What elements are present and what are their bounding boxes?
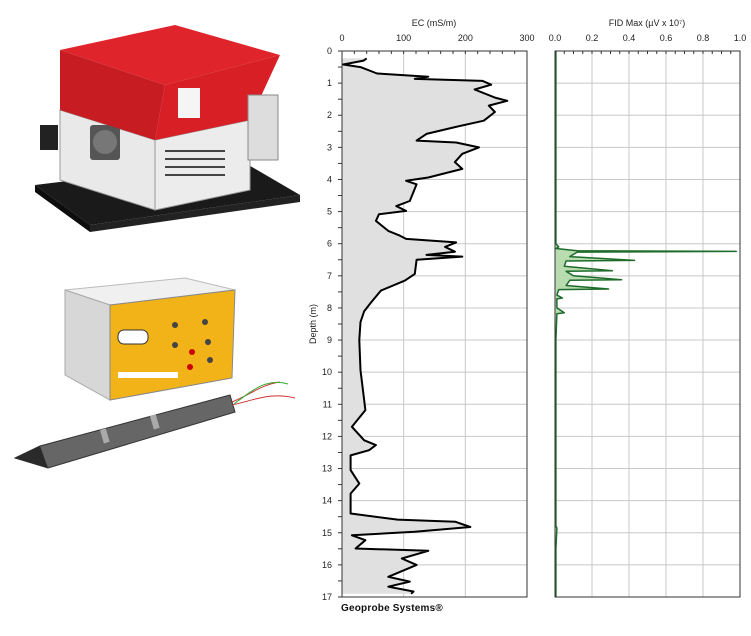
depth-tick-label: 11 [323,399,332,409]
depth-tick-label: 3 [327,142,332,152]
x-tick-label: 0.6 [660,33,673,43]
x-tick-label: 300 [519,33,534,43]
depth-tick-label: 4 [327,174,332,184]
depth-tick-label: 0 [327,46,332,56]
depth-tick-label: 14 [322,496,332,506]
depth-tick-label: 5 [327,207,332,217]
depth-tick-label: 15 [322,528,332,538]
x-tick-label: 0.0 [549,33,562,43]
depth-tick-label: 9 [327,335,332,345]
depth-tick-label: 2 [327,110,332,120]
x-tick-label: 1.0 [734,33,747,43]
x-tick-label: 0.2 [586,33,599,43]
x-tick-label: 200 [458,33,473,43]
depth-tick-label: 13 [322,464,332,474]
x-tick-label: 0.8 [697,33,710,43]
depth-tick-label: 1 [327,78,332,88]
x-tick-label: 0.4 [623,33,636,43]
depth-tick-label: 8 [327,303,332,313]
series-line [556,51,736,597]
depth-tick-label: 17 [322,592,332,602]
series-fill [555,51,736,597]
depth-tick-label: 6 [327,239,332,249]
depth-tick-label: 16 [322,560,332,570]
depth-axis-title: Depth (m) [308,304,318,344]
plot-frame [555,51,740,597]
x-tick-label: 100 [396,33,411,43]
depth-tick-label: 7 [327,271,332,281]
series-fill [342,58,507,593]
brand-label: Geoprobe Systems® [341,603,443,614]
x-tick-label: 0 [339,33,344,43]
fid-axis-title: FID Max (µV x 10⁷) [609,18,685,28]
ec-axis-title: EC (mS/m) [412,18,457,28]
fid-panel: 0.0 0.2 0.4 0.6 0.8 1.0 [549,33,747,597]
depth-tick-label: 10 [322,367,332,377]
depth-tick-label: 12 [322,431,332,441]
